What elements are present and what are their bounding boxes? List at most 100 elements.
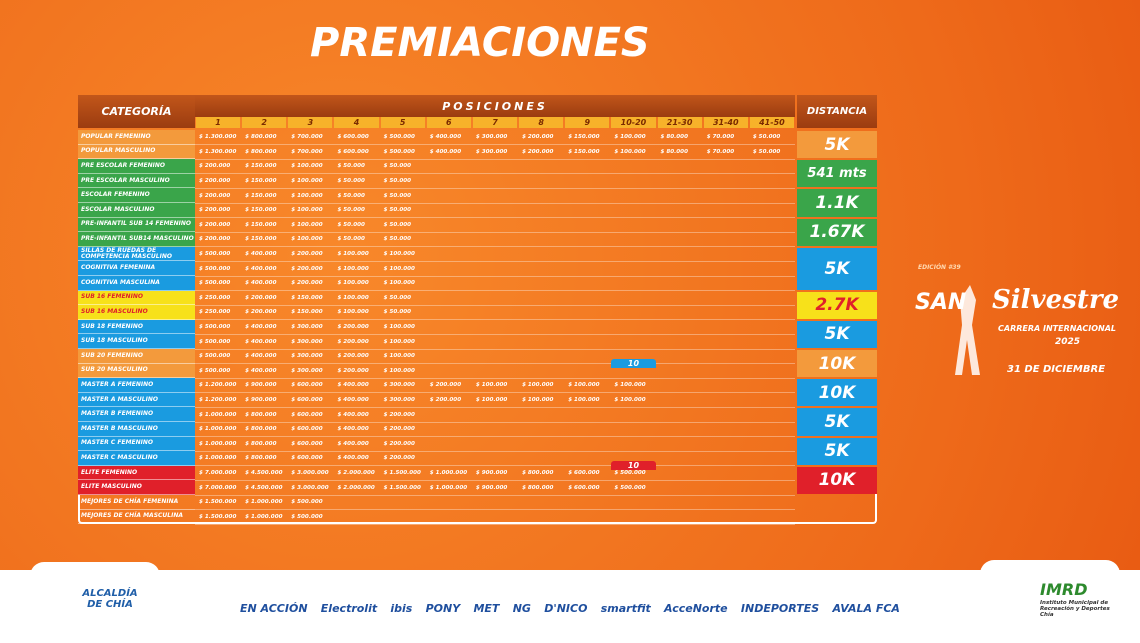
sponsor: EN ACCIÓN xyxy=(240,601,308,615)
row-line xyxy=(195,158,795,160)
prize: $ 100.000 xyxy=(383,324,415,331)
prize: $ 100.000 xyxy=(614,134,646,141)
distance-cell: 10K xyxy=(797,379,877,407)
prize: $ 800.000 xyxy=(245,148,277,155)
prize: $ 200.000 xyxy=(337,353,369,360)
category-cell: ESCOLAR MASCULINO xyxy=(78,203,195,218)
event-subtitle: CARRERA INTERNACIONAL xyxy=(998,324,1117,333)
prize: $ 50.000 xyxy=(752,134,781,141)
distance-cell: 1.67K xyxy=(797,218,877,246)
prize: $ 1.300.000 xyxy=(199,134,237,141)
prize: $ 100.000 xyxy=(291,221,323,228)
prize: $ 50.000 xyxy=(337,178,365,185)
prize: $ 400.000 xyxy=(337,426,369,433)
prize: $ 100.000 xyxy=(383,251,415,258)
position-label: 31-40 xyxy=(703,117,748,128)
prize: $ 200.000 xyxy=(383,455,415,462)
category-cell: MEJORES DE CHÍA FEMENINA xyxy=(78,495,195,510)
prize: $ 900.000 xyxy=(245,382,277,389)
prize: $ 150.000 xyxy=(291,309,323,316)
prize: $ 100.000 xyxy=(383,338,415,345)
prize: $ 400.000 xyxy=(337,455,369,462)
prize: $ 500.000 xyxy=(383,148,415,155)
prize: $ 500.000 xyxy=(614,484,646,491)
sponsor: AVALA FCA xyxy=(832,601,900,615)
prize: $ 200.000 xyxy=(199,178,231,185)
prize: $ 100.000 xyxy=(614,148,646,155)
position-label: 5 xyxy=(380,117,425,128)
prize: $ 7.000.000 xyxy=(199,484,237,491)
prize: $ 400.000 xyxy=(337,397,369,404)
row-line xyxy=(195,217,795,219)
prize: $ 1.000.000 xyxy=(245,499,283,506)
prize: $ 50.000 xyxy=(383,207,412,214)
category-cell: PRE ESCOLAR MASCULINO xyxy=(78,173,195,189)
category-cell: COGNITIVA MASCULINA xyxy=(78,276,195,291)
prize: $ 500.000 xyxy=(199,353,231,360)
sponsor: PONY xyxy=(425,601,461,615)
prize: $ 400.000 xyxy=(245,280,277,287)
prize: $ 150.000 xyxy=(245,163,277,170)
category-cell: PRE ESCOLAR FEMENINO xyxy=(78,159,195,174)
distance-header: DISTANCIA xyxy=(797,95,877,128)
prize: $ 100.000 xyxy=(337,280,369,287)
position-label: 2 xyxy=(242,117,287,128)
prize: $ 600.000 xyxy=(291,382,323,389)
prize: $ 200.000 xyxy=(199,236,231,243)
row-line xyxy=(195,479,795,481)
position-label: 3 xyxy=(288,117,333,128)
prize: $ 2.000.000 xyxy=(337,484,375,491)
distance-cell: 5K xyxy=(797,320,877,348)
prize: $ 70.000 xyxy=(706,134,735,141)
distance-cell: 5K xyxy=(797,437,877,465)
prize: $ 800.000 xyxy=(245,426,277,433)
prize: $ 400.000 xyxy=(245,251,277,258)
prize: $ 800.000 xyxy=(522,470,554,477)
row-line xyxy=(195,450,795,452)
sponsor: MET xyxy=(473,601,500,615)
prize: $ 600.000 xyxy=(291,411,323,418)
distance-cell: 1.1K xyxy=(797,189,877,217)
position-label: 7 xyxy=(472,117,518,128)
position-label: 6 xyxy=(426,117,471,128)
prize: $ 800.000 xyxy=(245,440,277,447)
prize: $ 4.500.000 xyxy=(245,484,283,491)
distance-cell: 541 mts xyxy=(797,160,877,188)
row-line xyxy=(195,363,795,365)
prize: $ 600.000 xyxy=(568,470,600,477)
runner-icon xyxy=(955,285,980,375)
prize: $ 600.000 xyxy=(337,148,369,155)
prize: $ 1.000.000 xyxy=(199,426,237,433)
prize: $ 200.000 xyxy=(199,163,231,170)
prize: $ 100.000 xyxy=(337,309,369,316)
category-cell: SUB 16 MASCULINO xyxy=(78,305,195,320)
prize: $ 1.500.000 xyxy=(383,470,421,477)
distance-cell: 5K xyxy=(797,408,877,436)
prize: $ 200.000 xyxy=(337,338,369,345)
prize: $ 300.000 xyxy=(291,367,323,374)
prize: $ 200.000 xyxy=(291,265,323,272)
prize: $ 200.000 xyxy=(383,426,415,433)
imrd: IMRD xyxy=(1040,580,1088,599)
prize: $ 300.000 xyxy=(475,148,508,155)
prize: $ 150.000 xyxy=(245,221,277,228)
position-label: 41-50 xyxy=(749,117,794,128)
row-line xyxy=(195,333,795,335)
prize: $ 50.000 xyxy=(337,236,365,243)
prize: $ 400.000 xyxy=(337,382,369,389)
category-cell: POPULAR MASCULINO xyxy=(78,144,195,160)
prize: $ 1.500.000 xyxy=(383,484,421,491)
prize: $ 600.000 xyxy=(291,455,323,462)
prize: $ 300.000 xyxy=(291,324,323,331)
prize: $ 800.000 xyxy=(245,134,277,141)
prize: $ 200.000 xyxy=(429,382,462,389)
title: PREMIACIONES xyxy=(310,20,650,66)
prize: $ 3.000.000 xyxy=(291,470,329,477)
prize: $ 100.000 xyxy=(383,265,415,272)
prize: $ 1.000.000 xyxy=(199,411,237,418)
footer xyxy=(0,570,1140,643)
category-cell: SUB 18 FEMENINO xyxy=(78,319,195,335)
prize: $ 4.500.000 xyxy=(245,470,283,477)
prize: $ 1.000.000 xyxy=(245,513,283,520)
prize: $ 200.000 xyxy=(337,367,369,374)
